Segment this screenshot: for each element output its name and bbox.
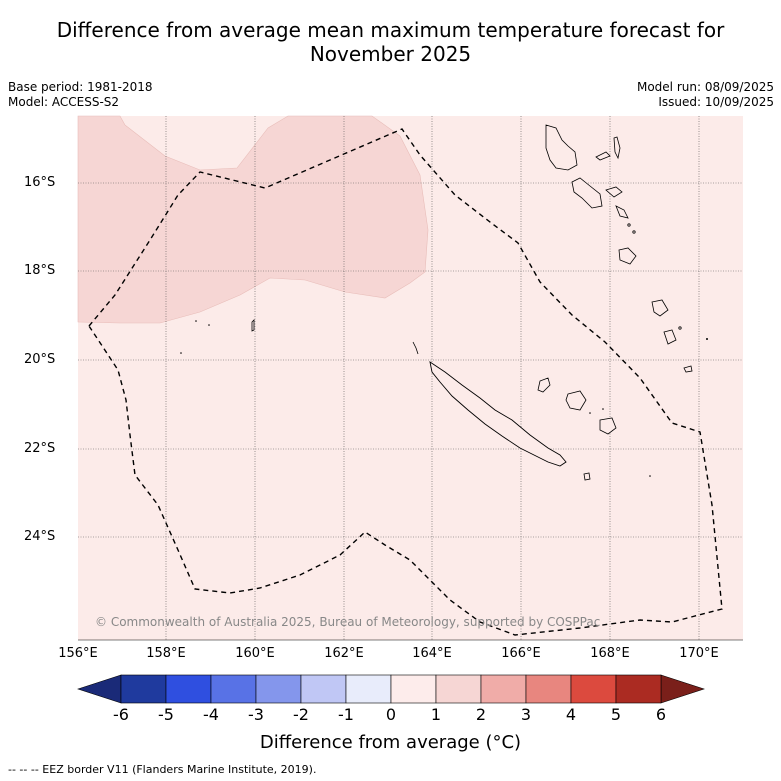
colorbar-tick-label: 3: [520, 705, 532, 724]
colorbar-segment: [570, 674, 617, 704]
ambae-island: [595, 151, 611, 161]
graticule: [78, 116, 743, 640]
colorbar-segment: [525, 674, 572, 704]
colorbar-tick-label: 6: [655, 705, 667, 724]
meta-left: Base period: 1981-2018 Model: ACCESS-S2: [8, 80, 153, 110]
lon-label-156e: 156°E: [58, 646, 98, 661]
new-caledonia-island: [429, 361, 567, 467]
islet: [678, 326, 682, 330]
colorbar-segment: [435, 674, 482, 704]
lat-label-18s: 18°S: [24, 263, 56, 278]
lifou-island: [565, 390, 587, 411]
colorbar-tick-label: 2: [475, 705, 487, 724]
colorbar-segment: [480, 674, 527, 704]
colorbar-segment: [120, 674, 167, 704]
colorbar-tick-label: 0: [385, 705, 397, 724]
islet: [627, 223, 631, 227]
lon-label-160e: 160°E: [235, 646, 275, 661]
colorbar-segment: [390, 674, 437, 704]
tanna-island: [663, 329, 677, 345]
reef-dot: [195, 320, 197, 322]
efate-island: [618, 247, 637, 265]
colorbar-title: Difference from average (°C): [259, 732, 522, 753]
colorbar-segment: [615, 674, 662, 704]
belep-island: [412, 341, 419, 355]
colorbar-tick-label: -3: [248, 705, 264, 724]
model-run: Model run: 08/09/2025: [636, 80, 774, 94]
reef-dot: [180, 352, 182, 354]
colorbar-tick-label: -5: [158, 705, 174, 724]
base-period: Base period: 1981-2018: [8, 80, 153, 94]
meta-right: Model run: 08/09/2025 Issued: 10/09/2025: [637, 80, 774, 110]
reef-dot: [208, 324, 210, 326]
erromango-island: [651, 299, 669, 317]
colorbar-tick-label: -4: [203, 705, 219, 724]
colorbar-segment: [300, 674, 347, 704]
title-line-1: Difference from average mean maximum tem…: [56, 18, 725, 42]
colorbar-segment: [210, 674, 257, 704]
espiritu-santo-island: [545, 124, 578, 171]
islet: [706, 338, 708, 340]
lon-label-164e: 164°E: [412, 646, 452, 661]
colorbar-high-end: [660, 674, 705, 704]
maewo-island: [613, 136, 621, 160]
lat-label-16s: 16°S: [24, 175, 56, 190]
issued-date: Issued: 10/09/2025: [658, 95, 774, 109]
title-line-2: November 2025: [309, 42, 472, 66]
lat-label-20s: 20°S: [24, 352, 56, 367]
model-name: Model: ACCESS-S2: [8, 95, 120, 109]
islet: [649, 475, 651, 477]
lon-label-166e: 166°E: [501, 646, 541, 661]
aneityum-island: [683, 365, 693, 373]
colorbar-tick-label: 4: [565, 705, 577, 724]
colorbar-tick-label: 5: [610, 705, 622, 724]
ouvea-island: [537, 377, 551, 393]
epi-island: [615, 205, 629, 219]
reef-dot: [602, 408, 604, 410]
colorbar-tick-label: -1: [338, 705, 354, 724]
ambrym-island: [605, 186, 623, 198]
colorbar-tick-label: -6: [113, 705, 129, 724]
map-title: Difference from average mean maximum tem…: [0, 18, 781, 66]
lon-label-170e: 170°E: [679, 646, 719, 661]
reef-dot: [589, 412, 591, 414]
colorbar-segment: [165, 674, 212, 704]
isle-of-pines: [583, 472, 591, 481]
lat-label-22s: 22°S: [24, 441, 56, 456]
chesterfield-reef: [251, 319, 255, 332]
eez-border: [88, 128, 723, 636]
lon-label-158e: 158°E: [146, 646, 186, 661]
eez-legend-note: -- -- -- EEZ border V11 (Flanders Marine…: [8, 763, 317, 776]
colorbar-low-end: [77, 674, 122, 704]
lon-label-162e: 162°E: [324, 646, 364, 661]
colorbar-segment: [345, 674, 392, 704]
mare-island: [599, 417, 617, 435]
colorbar-tick-label: -2: [293, 705, 309, 724]
lon-label-168e: 168°E: [590, 646, 630, 661]
colorbar: [77, 674, 705, 704]
islet: [632, 230, 636, 234]
lat-label-24s: 24°S: [24, 529, 56, 544]
malakula-island: [571, 177, 603, 209]
copyright-notice: © Commonwealth of Australia 2025, Bureau…: [95, 615, 601, 629]
colorbar-tick-label: 1: [430, 705, 442, 724]
colorbar-segment: [255, 674, 302, 704]
